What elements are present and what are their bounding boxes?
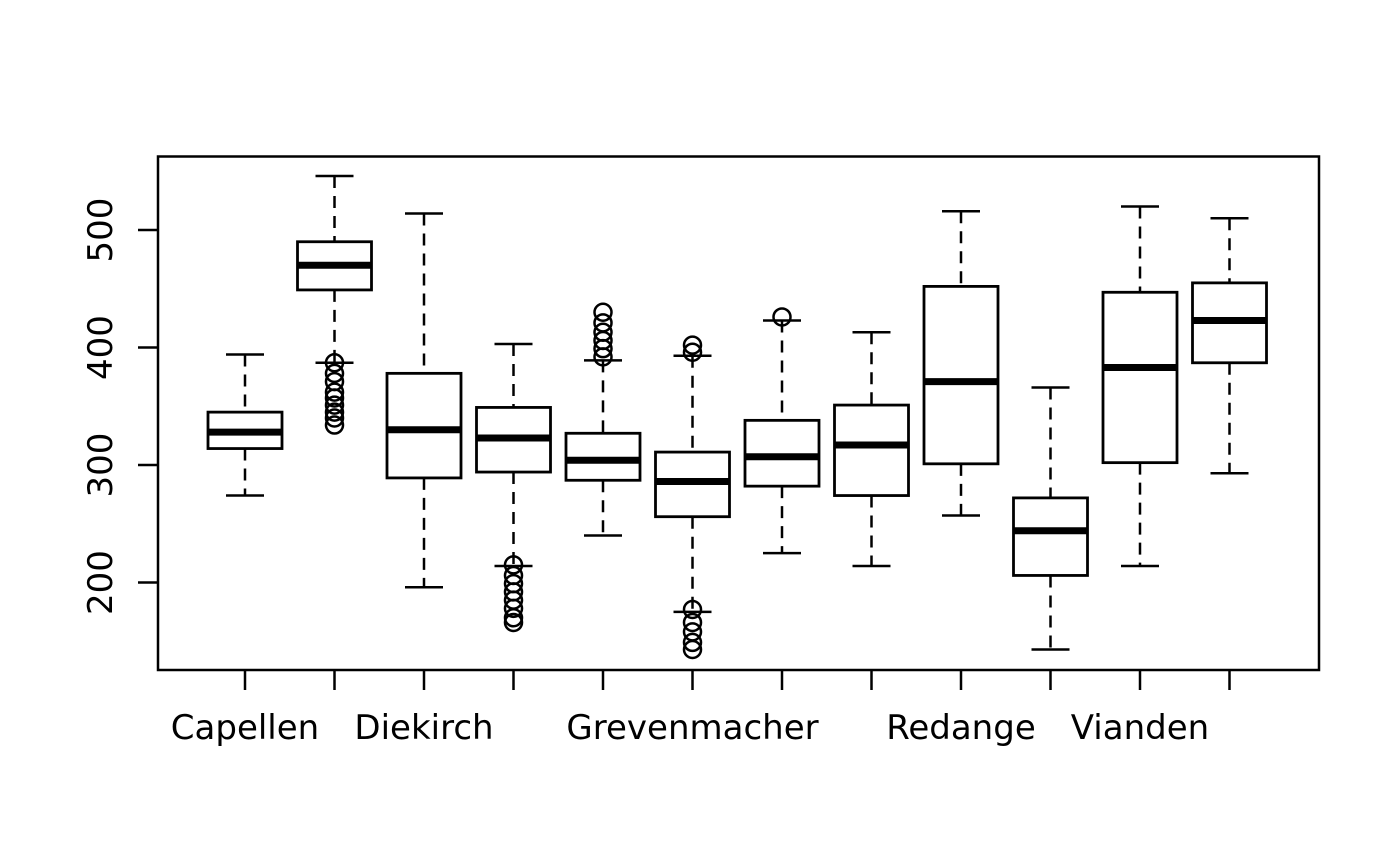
outlier-point (503, 612, 524, 633)
outlier-point (324, 382, 345, 402)
outlier-point (324, 402, 345, 422)
box-plot-group (1191, 217, 1268, 475)
outlier-point (772, 307, 792, 327)
y-axis-tick-label: 400 (81, 315, 121, 380)
iqr-box (833, 403, 910, 497)
box-plot-group (475, 342, 552, 633)
outlier-point (682, 612, 703, 633)
outlier-point (324, 353, 345, 373)
box-plot-group (206, 353, 284, 497)
box-plot-group (385, 212, 463, 589)
box-plot-group (296, 174, 373, 435)
x-axis-category-label: Capellen (171, 708, 319, 748)
outlier-point (503, 555, 524, 575)
x-axis-category-label: Diekirch (354, 708, 493, 748)
iqr-box (1012, 496, 1089, 577)
outlier-point (593, 347, 613, 367)
x-axis-category-label: Vianden (1071, 708, 1209, 748)
iqr-box (922, 284, 1000, 466)
iqr-box (564, 431, 642, 482)
iqr-box (1101, 290, 1179, 465)
outlier-point (682, 632, 703, 653)
outlier-point (324, 363, 345, 384)
box-plot-group (654, 335, 731, 660)
box-plot-group (922, 209, 1000, 517)
outlier-point (503, 598, 524, 619)
box-plot-group (564, 302, 642, 537)
box-plot-group (833, 330, 910, 568)
outlier-point (682, 342, 703, 362)
outlier-point (324, 395, 345, 415)
y-axis-tick-label: 500 (81, 198, 121, 263)
y-axis-tick-label: 200 (81, 550, 121, 615)
x-axis-category-label: Grevenmacher (566, 708, 818, 748)
outlier-point (324, 388, 345, 408)
y-axis-tick-label: 300 (81, 433, 121, 498)
outlier-point (682, 599, 703, 620)
box-plot-group (743, 307, 821, 555)
outlier-point (324, 415, 345, 435)
outlier-point (324, 408, 345, 428)
outlier-point (682, 639, 703, 660)
box-plot-group (1012, 386, 1089, 651)
plot-frame (156, 155, 1321, 672)
iqr-box (385, 371, 463, 480)
outlier-point (593, 302, 613, 322)
outlier-point (682, 335, 703, 355)
x-axis-category-label: Redange (886, 708, 1035, 748)
box-plot-group (1101, 205, 1179, 568)
iqr-box (743, 418, 821, 488)
outlier-point (593, 338, 613, 359)
